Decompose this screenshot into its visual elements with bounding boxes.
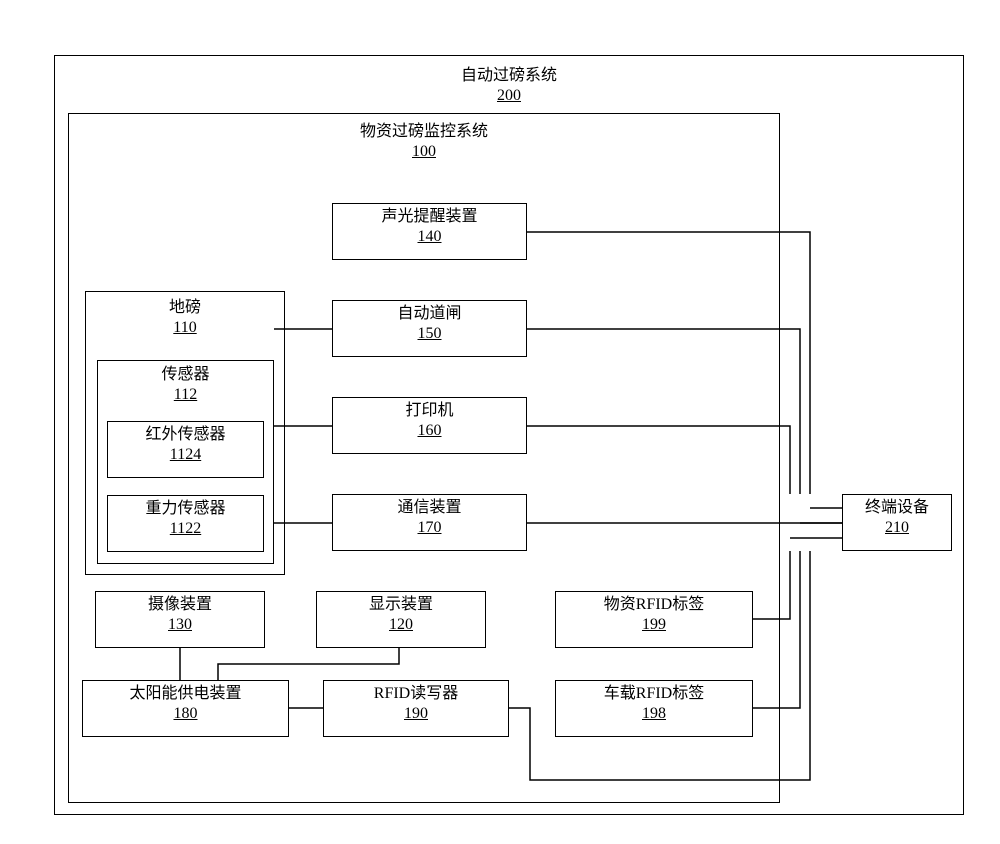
- gravity-title: 重力传感器: [108, 499, 263, 519]
- sensor-title: 传感器: [98, 365, 273, 385]
- comm-box: 通信装置 170: [332, 494, 527, 551]
- outer-num: 200: [55, 86, 963, 106]
- rfidcar-num: 198: [556, 704, 752, 724]
- rfidrw-title: RFID读写器: [324, 684, 508, 704]
- terminal-num: 210: [843, 518, 951, 538]
- ir-box: 红外传感器 1124: [107, 421, 264, 478]
- rfidrw-num: 190: [324, 704, 508, 724]
- solar-box: 太阳能供电装置 180: [82, 680, 289, 737]
- alarm-title: 声光提醒装置: [333, 207, 526, 227]
- gate-title: 自动道闸: [333, 304, 526, 324]
- printer-num: 160: [333, 421, 526, 441]
- terminal-title: 终端设备: [843, 498, 951, 518]
- gate-box: 自动道闸 150: [332, 300, 527, 357]
- inner-title: 物资过磅监控系统: [69, 122, 779, 142]
- solar-title: 太阳能供电装置: [83, 684, 288, 704]
- alarm-box: 声光提醒装置 140: [332, 203, 527, 260]
- inner-num: 100: [69, 142, 779, 162]
- rfidcar-title: 车载RFID标签: [556, 684, 752, 704]
- comm-num: 170: [333, 518, 526, 538]
- rfid-car-box: 车载RFID标签 198: [555, 680, 753, 737]
- alarm-num: 140: [333, 227, 526, 247]
- ir-title: 红外传感器: [108, 425, 263, 445]
- solar-num: 180: [83, 704, 288, 724]
- display-num: 120: [317, 615, 485, 635]
- comm-title: 通信装置: [333, 498, 526, 518]
- rfid-material-box: 物资RFID标签 199: [555, 591, 753, 648]
- rfidmat-num: 199: [556, 615, 752, 635]
- scale-num: 110: [86, 318, 284, 338]
- display-box: 显示装置 120: [316, 591, 486, 648]
- rfidmat-title: 物资RFID标签: [556, 595, 752, 615]
- gravity-num: 1122: [108, 519, 263, 539]
- display-title: 显示装置: [317, 595, 485, 615]
- ir-num: 1124: [108, 445, 263, 465]
- gate-num: 150: [333, 324, 526, 344]
- terminal-box: 终端设备 210: [842, 494, 952, 551]
- printer-title: 打印机: [333, 401, 526, 421]
- camera-num: 130: [96, 615, 264, 635]
- outer-title: 自动过磅系统: [55, 66, 963, 86]
- camera-box: 摄像装置 130: [95, 591, 265, 648]
- scale-title: 地磅: [86, 298, 284, 318]
- rfidrw-box: RFID读写器 190: [323, 680, 509, 737]
- printer-box: 打印机 160: [332, 397, 527, 454]
- gravity-box: 重力传感器 1122: [107, 495, 264, 552]
- camera-title: 摄像装置: [96, 595, 264, 615]
- sensor-num: 112: [98, 385, 273, 405]
